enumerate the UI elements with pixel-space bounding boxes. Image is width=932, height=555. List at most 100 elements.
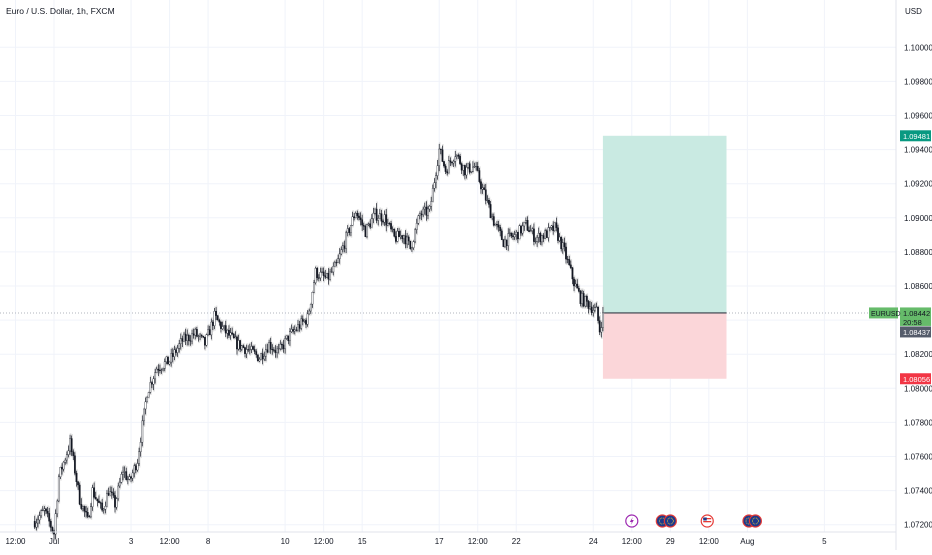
last-close-label-bg xyxy=(900,326,931,338)
candle-body-24 xyxy=(72,451,75,456)
candle-body-239 xyxy=(417,215,420,224)
ghost-candle-103 xyxy=(199,331,202,342)
candle-body-229 xyxy=(401,235,404,240)
loss-zone[interactable] xyxy=(602,312,727,379)
candle-body-326 xyxy=(557,227,559,241)
candle-body-345 xyxy=(587,301,590,309)
candle-body-281 xyxy=(484,189,487,201)
symbol-title[interactable]: Euro / U.S. Dollar, 1h, FXCM xyxy=(6,6,115,16)
candle-body-21 xyxy=(67,450,70,455)
candle-body-313 xyxy=(536,237,538,242)
candle-body-50 xyxy=(114,495,116,508)
candle-body-160 xyxy=(290,329,293,332)
candle-body-146 xyxy=(268,342,270,353)
candle-body-204 xyxy=(361,219,364,226)
candle-body-241 xyxy=(420,213,423,216)
candle-body-178 xyxy=(319,272,322,279)
candle-body-250 xyxy=(435,175,437,183)
candle-body-339 xyxy=(577,288,580,292)
candle-body-212 xyxy=(374,208,376,214)
ghost-candle-99 xyxy=(193,327,195,341)
candle-body-195 xyxy=(346,228,349,233)
candle-body-332 xyxy=(566,258,569,260)
candle-body-20 xyxy=(65,454,68,461)
candle-body-97 xyxy=(189,340,192,342)
candle-body-266 xyxy=(460,163,463,171)
candle-body-77 xyxy=(157,368,160,371)
time-tick-label-13: 29 xyxy=(666,537,675,546)
candle-body-259 xyxy=(449,160,452,163)
candle-body-101 xyxy=(195,329,198,337)
candle-body-149 xyxy=(273,349,275,351)
grid xyxy=(0,0,896,532)
economic-events[interactable] xyxy=(625,514,762,528)
candle-body-112 xyxy=(213,311,216,326)
currency-label[interactable]: USD xyxy=(905,7,922,16)
candle-body-317 xyxy=(542,235,545,239)
candle-body-0 xyxy=(33,521,36,528)
candle-body-138 xyxy=(255,351,258,355)
candle-body-334 xyxy=(569,264,572,268)
candle-body-198 xyxy=(351,216,354,226)
time-tick-label-6: 12:00 xyxy=(314,537,335,546)
candle-body-244 xyxy=(425,206,428,216)
candle-body-27 xyxy=(77,481,79,486)
time-tick-label-11: 24 xyxy=(589,537,598,546)
candle-body-163 xyxy=(295,329,298,331)
candle-body-100 xyxy=(194,329,197,336)
candle-body-51 xyxy=(115,498,118,508)
candle-body-217 xyxy=(382,221,384,223)
candle-body-350 xyxy=(595,306,598,308)
candle-body-179 xyxy=(321,271,323,273)
time-tick-label-4: 8 xyxy=(206,537,211,546)
ghost-candle-149 xyxy=(273,345,276,354)
profit-zone[interactable] xyxy=(602,135,727,313)
ghost-candle-179 xyxy=(321,266,324,275)
candle-body-264 xyxy=(457,154,460,157)
candle-body-54 xyxy=(120,474,123,483)
price-axis[interactable]: 1.10000 1.09800 1.09600 1.09400 1.09200 1.090… xyxy=(904,43,932,529)
candle-body-197 xyxy=(350,225,352,233)
candle-body-46 xyxy=(107,492,110,496)
lightning-event-icon[interactable] xyxy=(625,514,639,528)
price-tick-label-0: 1.10000 xyxy=(904,43,932,52)
us-flag-event-icon[interactable] xyxy=(700,514,714,528)
candle-body-99 xyxy=(192,333,195,336)
candle-body-135 xyxy=(250,346,253,350)
candle-body-187 xyxy=(333,262,336,267)
candle-body-292 xyxy=(502,239,505,247)
candle-body-157 xyxy=(285,335,288,339)
ghost-candle-125 xyxy=(235,329,237,340)
candle-body-282 xyxy=(486,200,489,201)
candle-body-7 xyxy=(45,508,47,512)
candle-body-335 xyxy=(571,267,574,280)
candle-body-298 xyxy=(512,235,514,238)
candle-body-123 xyxy=(231,332,234,335)
candle-body-141 xyxy=(260,353,262,360)
candle-body-347 xyxy=(590,306,593,313)
candle-body-34 xyxy=(88,516,91,518)
candle-body-297 xyxy=(510,232,513,237)
eu-flag-event-icon[interactable] xyxy=(663,514,677,528)
candle-body-78 xyxy=(159,370,161,371)
ghost-candle-185 xyxy=(331,265,333,275)
ghost-candle-300 xyxy=(515,228,518,242)
ghost-candle-338 xyxy=(576,277,579,290)
ghost-candle-235 xyxy=(411,245,414,254)
candle-body-286 xyxy=(492,216,495,226)
candle-body-176 xyxy=(316,268,319,279)
candle-body-56 xyxy=(123,471,126,473)
candle-body-122 xyxy=(229,332,232,336)
candle-body-277 xyxy=(478,170,481,182)
time-axis[interactable]: 12:00 Jul 3 12:00 8 10 12:00 15 17 12:00 22 24 12:00… xyxy=(5,537,827,546)
time-tick-label-10: 22 xyxy=(512,537,521,546)
candle-body-331 xyxy=(565,246,567,260)
candle-body-22 xyxy=(69,438,71,452)
candle-body-75 xyxy=(154,372,156,380)
long-position-tool[interactable] xyxy=(0,135,896,379)
candle-body-115 xyxy=(218,319,221,323)
eu-flag-event-icon[interactable] xyxy=(748,514,762,528)
candle-body-290 xyxy=(499,227,502,232)
